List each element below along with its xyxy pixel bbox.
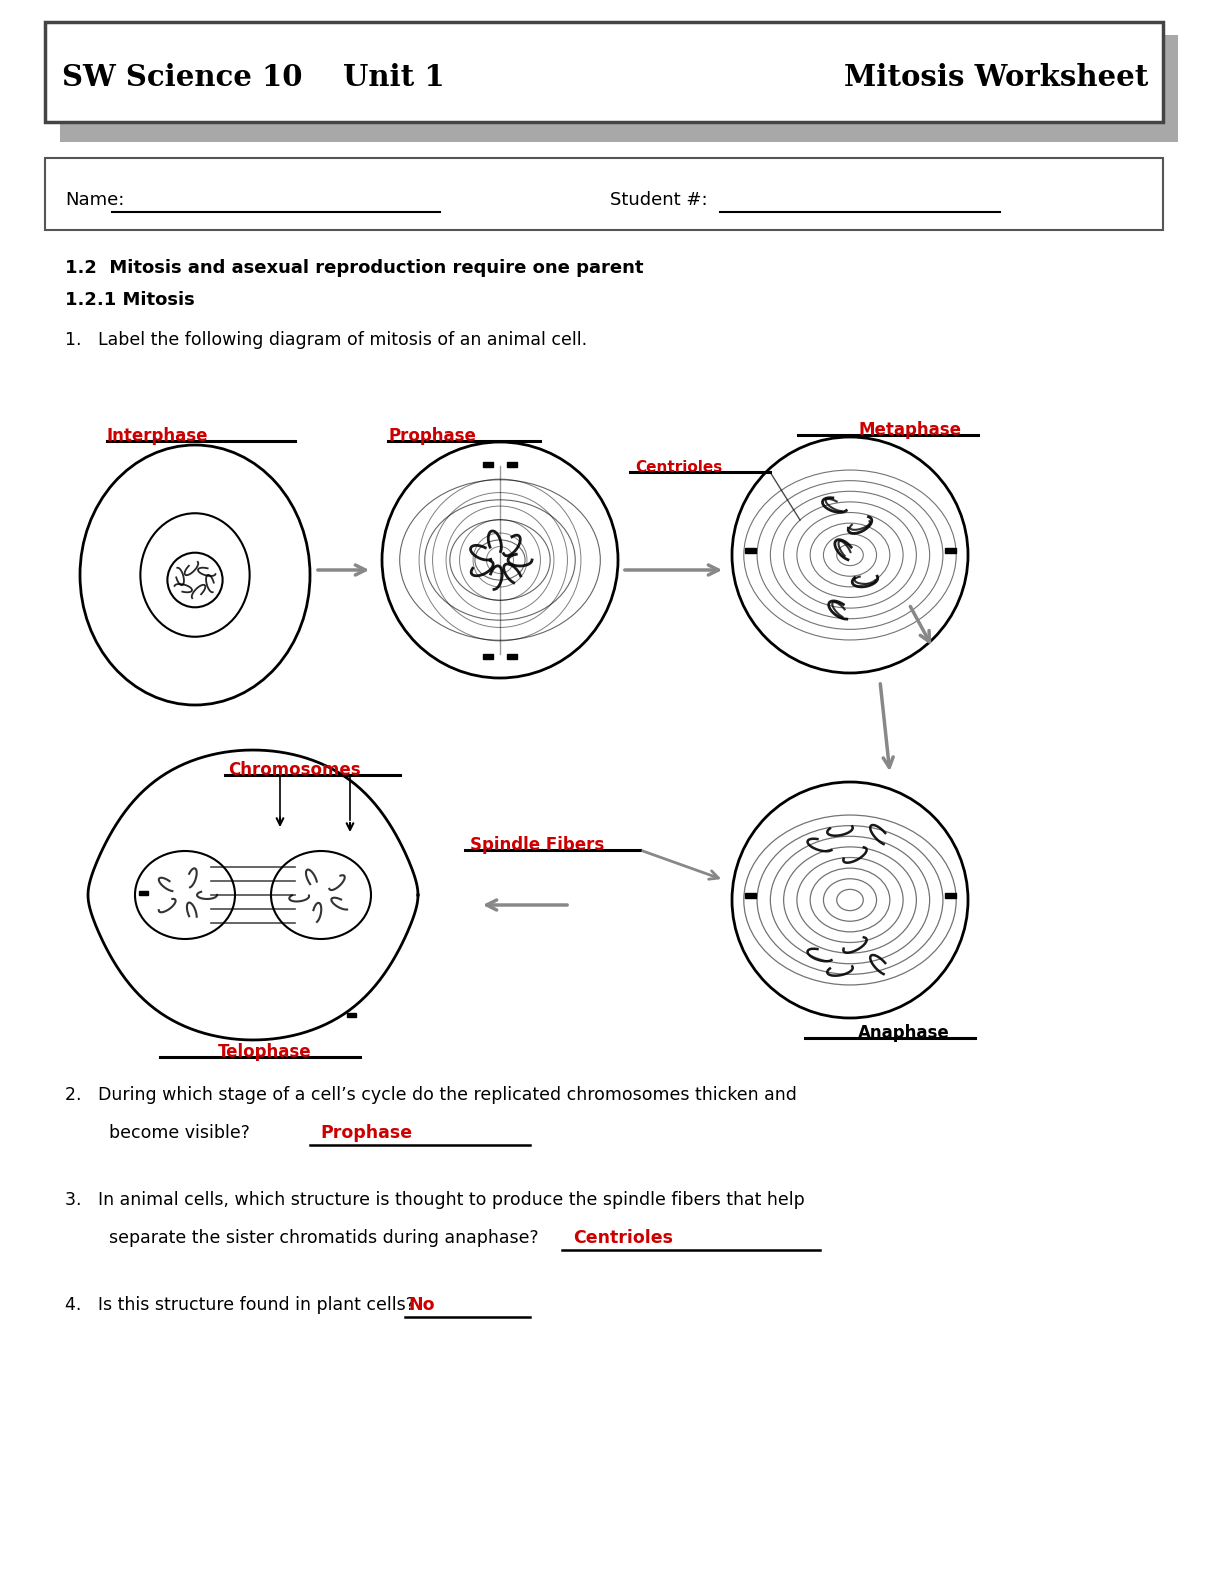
Text: 1.2  Mitosis and asexual reproduction require one parent: 1.2 Mitosis and asexual reproduction req… <box>64 260 643 277</box>
Text: Interphase: Interphase <box>107 426 208 445</box>
Text: 4.   Is this structure found in plant cells?: 4. Is this structure found in plant cell… <box>64 1296 415 1313</box>
Text: No: No <box>409 1296 434 1313</box>
Text: 3.   In animal cells, which structure is thought to produce the spindle fibers t: 3. In animal cells, which structure is t… <box>64 1191 805 1210</box>
Bar <box>945 893 956 898</box>
Text: Mitosis Worksheet: Mitosis Worksheet <box>844 63 1148 93</box>
FancyBboxPatch shape <box>60 35 1178 135</box>
Text: Metaphase: Metaphase <box>858 422 961 439</box>
Text: Spindle Fibers: Spindle Fibers <box>471 835 604 854</box>
Bar <box>60 123 1178 142</box>
Text: SW Science 10    Unit 1: SW Science 10 Unit 1 <box>62 63 445 93</box>
Bar <box>347 1013 356 1018</box>
Bar <box>483 462 492 467</box>
Bar <box>745 893 756 898</box>
Text: become visible?: become visible? <box>64 1125 249 1142</box>
Text: Prophase: Prophase <box>320 1125 412 1142</box>
Text: Student #:: Student #: <box>610 190 708 209</box>
Text: Prophase: Prophase <box>388 426 475 445</box>
Text: 2.   During which stage of a cell’s cycle do the replicated chromosomes thicken : 2. During which stage of a cell’s cycle … <box>64 1085 796 1104</box>
Bar <box>507 462 517 467</box>
Text: Name:: Name: <box>64 190 124 209</box>
Text: separate the sister chromatids during anaphase?: separate the sister chromatids during an… <box>64 1229 539 1247</box>
Text: Anaphase: Anaphase <box>858 1024 950 1041</box>
Text: 1.   Label the following diagram of mitosis of an animal cell.: 1. Label the following diagram of mitosi… <box>64 330 587 349</box>
Bar <box>945 547 956 554</box>
FancyBboxPatch shape <box>45 157 1162 230</box>
Text: Centrioles: Centrioles <box>573 1229 672 1247</box>
Bar <box>507 654 517 659</box>
Bar <box>139 890 148 895</box>
FancyBboxPatch shape <box>45 22 1162 123</box>
Bar <box>483 654 492 659</box>
Text: Centrioles: Centrioles <box>635 461 722 475</box>
Text: Telophase: Telophase <box>218 1043 311 1062</box>
Text: 1.2.1 Mitosis: 1.2.1 Mitosis <box>64 291 195 308</box>
Bar <box>745 547 756 554</box>
Text: Chromosomes: Chromosomes <box>229 761 361 779</box>
